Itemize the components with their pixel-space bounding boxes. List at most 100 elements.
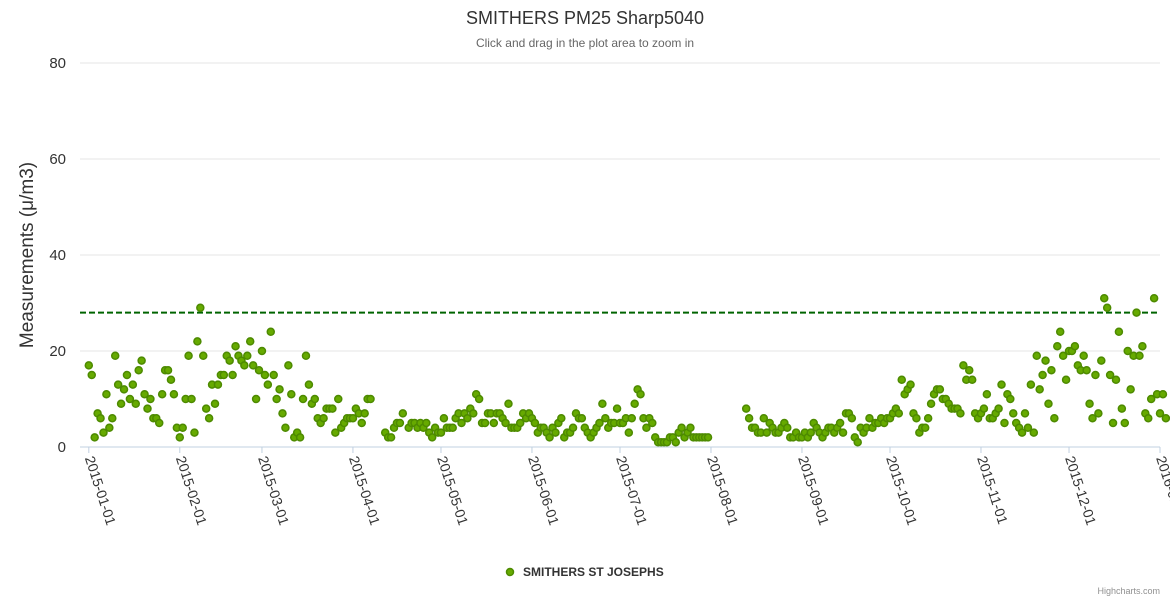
- data-point[interactable]: [131, 399, 141, 409]
- data-point[interactable]: [366, 394, 375, 404]
- data-point[interactable]: [504, 399, 513, 409]
- data-point[interactable]: [184, 351, 193, 361]
- data-point[interactable]: [1105, 370, 1115, 380]
- data-point[interactable]: [1135, 351, 1144, 361]
- data-point[interactable]: [912, 413, 921, 423]
- data-point[interactable]: [1085, 399, 1094, 409]
- data-point[interactable]: [154, 418, 164, 428]
- data-point[interactable]: [199, 351, 208, 361]
- series-points[interactable]: [84, 293, 1170, 447]
- data-point[interactable]: [1079, 351, 1088, 361]
- data-point[interactable]: [146, 394, 155, 404]
- data-point[interactable]: [612, 404, 622, 413]
- data-point[interactable]: [301, 351, 311, 361]
- data-point[interactable]: [331, 428, 340, 437]
- data-point[interactable]: [436, 428, 446, 437]
- data-point[interactable]: [1038, 370, 1047, 380]
- data-point[interactable]: [982, 389, 992, 399]
- data-point[interactable]: [157, 389, 167, 399]
- data-point[interactable]: [422, 418, 431, 428]
- data-point[interactable]: [228, 370, 237, 380]
- data-point[interactable]: [1111, 375, 1121, 385]
- data-point[interactable]: [627, 413, 636, 423]
- data-point[interactable]: [245, 337, 255, 346]
- data-point[interactable]: [122, 370, 132, 380]
- data-point[interactable]: [278, 409, 287, 418]
- data-point[interactable]: [166, 375, 176, 385]
- data-point[interactable]: [193, 337, 202, 346]
- data-point[interactable]: [163, 365, 173, 375]
- data-point[interactable]: [110, 351, 120, 361]
- data-point[interactable]: [448, 423, 457, 433]
- data-point[interactable]: [137, 356, 146, 365]
- data-point[interactable]: [1035, 385, 1044, 394]
- data-point[interactable]: [630, 399, 639, 409]
- data-point[interactable]: [319, 413, 328, 423]
- data-point[interactable]: [219, 370, 229, 380]
- data-point[interactable]: [225, 356, 234, 365]
- data-point[interactable]: [1094, 409, 1103, 418]
- data-point[interactable]: [84, 361, 94, 370]
- data-point[interactable]: [310, 394, 320, 404]
- data-point[interactable]: [1149, 293, 1159, 303]
- data-point[interactable]: [601, 413, 610, 423]
- data-point[interactable]: [1006, 394, 1015, 404]
- data-point[interactable]: [959, 361, 968, 370]
- data-point[interactable]: [530, 418, 540, 428]
- data-point[interactable]: [457, 418, 466, 428]
- data-point[interactable]: [1029, 428, 1039, 437]
- data-point[interactable]: [1132, 308, 1141, 317]
- data-point[interactable]: [116, 399, 126, 409]
- data-point[interactable]: [598, 399, 607, 409]
- data-point[interactable]: [140, 389, 149, 399]
- legend[interactable]: SMITHERS ST JOSEPHS: [505, 565, 664, 579]
- data-point[interactable]: [1097, 356, 1106, 365]
- data-point[interactable]: [1091, 370, 1100, 380]
- data-point[interactable]: [248, 361, 258, 370]
- data-point[interactable]: [304, 380, 314, 389]
- data-point[interactable]: [213, 380, 223, 389]
- data-point[interactable]: [1120, 418, 1130, 428]
- data-point[interactable]: [1108, 418, 1118, 428]
- data-point[interactable]: [894, 409, 904, 418]
- credits-link[interactable]: Highcharts.com: [1097, 586, 1160, 596]
- data-point[interactable]: [87, 370, 96, 380]
- data-point[interactable]: [744, 413, 754, 423]
- data-point[interactable]: [741, 404, 751, 413]
- data-point[interactable]: [257, 346, 267, 356]
- data-point[interactable]: [251, 394, 261, 404]
- data-point[interactable]: [187, 394, 196, 404]
- data-point[interactable]: [175, 433, 185, 442]
- data-point[interactable]: [204, 413, 214, 423]
- data-point[interactable]: [501, 418, 510, 428]
- data-point[interactable]: [96, 413, 105, 423]
- data-point[interactable]: [281, 423, 290, 433]
- data-point[interactable]: [1114, 327, 1124, 337]
- data-point[interactable]: [266, 327, 276, 337]
- data-point[interactable]: [269, 370, 278, 380]
- data-point[interactable]: [298, 394, 308, 404]
- data-point[interactable]: [113, 380, 123, 389]
- data-point[interactable]: [1146, 394, 1156, 404]
- data-point[interactable]: [853, 437, 862, 447]
- data-point[interactable]: [762, 428, 771, 437]
- data-point[interactable]: [595, 418, 604, 428]
- data-point[interactable]: [240, 361, 249, 370]
- data-point[interactable]: [1161, 413, 1170, 423]
- data-point[interactable]: [923, 413, 933, 423]
- data-point[interactable]: [128, 380, 138, 389]
- data-point[interactable]: [1023, 423, 1033, 433]
- data-point[interactable]: [865, 413, 874, 423]
- data-point[interactable]: [287, 389, 296, 399]
- data-point[interactable]: [1099, 293, 1109, 303]
- data-point[interactable]: [806, 428, 816, 437]
- data-point[interactable]: [439, 413, 449, 423]
- data-point[interactable]: [677, 423, 686, 433]
- data-point[interactable]: [1126, 385, 1135, 394]
- data-point[interactable]: [119, 385, 129, 394]
- data-point[interactable]: [956, 409, 965, 418]
- data-point[interactable]: [398, 409, 408, 418]
- data-point[interactable]: [231, 341, 240, 351]
- data-point[interactable]: [1050, 413, 1059, 423]
- data-point[interactable]: [134, 365, 143, 375]
